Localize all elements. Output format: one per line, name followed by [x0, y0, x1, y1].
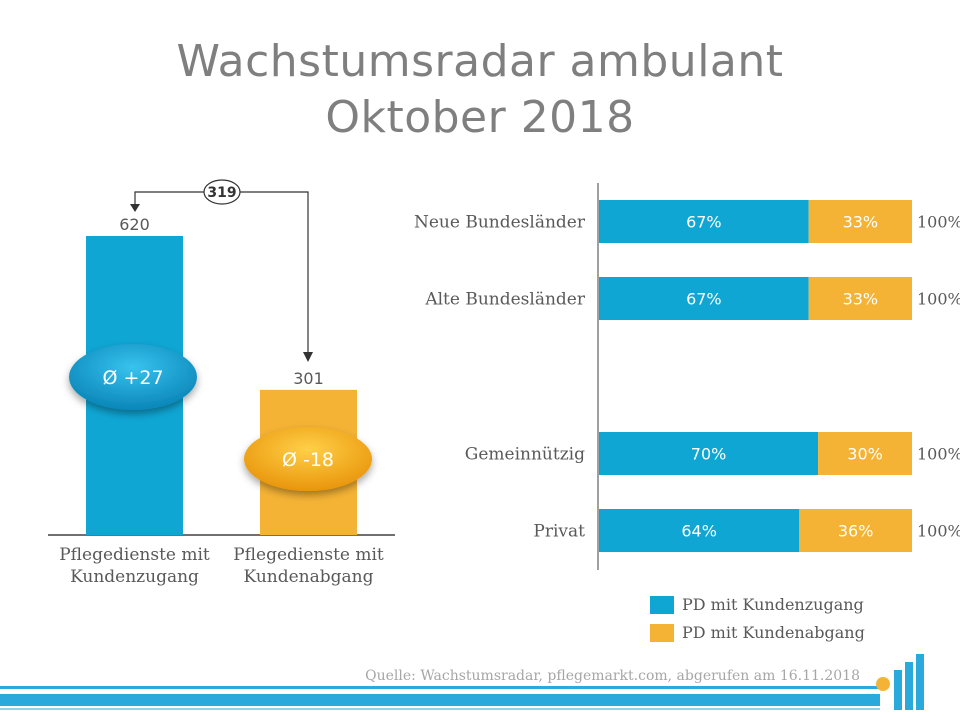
- footer-line-top: [0, 686, 880, 689]
- row-total-label: 100%: [917, 290, 960, 309]
- bar-value-label: 620: [119, 215, 150, 234]
- legend-label-zugang: PD mit Kundenzugang: [682, 595, 864, 614]
- arrowhead-right: [303, 352, 313, 362]
- chart-title-line1: Wachstumsradar ambulant: [176, 36, 784, 87]
- average-label-zugang: Ø +27: [102, 367, 163, 389]
- connector-line-left: [134, 191, 205, 206]
- logo-bar: [905, 662, 913, 710]
- row-total-label: 100%: [917, 213, 960, 232]
- bar-value-label: 301: [293, 369, 324, 388]
- source-note: Quelle: Wachstumsradar, pflegemarkt.com,…: [365, 668, 860, 684]
- segment-value-label: 67%: [686, 290, 722, 309]
- category-label: Pflegedienste mit: [233, 545, 384, 565]
- segment-value-label: 33%: [843, 290, 879, 309]
- difference-value: 319: [207, 185, 236, 201]
- legend-swatch-zugang: [650, 595, 674, 614]
- stacked-segment-abgang: [808, 200, 912, 243]
- row-category-label: Neue Bundesländer: [414, 213, 586, 233]
- average-label-abgang: Ø -18: [282, 449, 334, 471]
- logo-bar: [916, 654, 924, 710]
- segment-value-label: 36%: [838, 522, 874, 541]
- arrowhead-left: [130, 204, 140, 212]
- row-total-label: 100%: [917, 445, 960, 464]
- legend-label-abgang: PD mit Kundenabgang: [682, 623, 865, 642]
- logo-dot: [876, 677, 890, 691]
- footer-line-bottom: [0, 694, 880, 706]
- row-category-label: Alte Bundesländer: [424, 290, 586, 310]
- connector-line-right: [240, 191, 309, 354]
- legend-swatch-abgang: [650, 623, 674, 642]
- stacked-segment-abgang: [818, 432, 912, 475]
- stacked-segment-zugang: [599, 432, 819, 475]
- segment-value-label: 30%: [847, 445, 883, 464]
- logo-bar: [894, 670, 902, 710]
- average-bubble-abgang: [244, 427, 372, 491]
- legend-item-zugang: PD mit Kundenzugang: [650, 595, 864, 614]
- average-bubble-zugang: [69, 344, 197, 410]
- legend-item-abgang: PD mit Kundenabgang: [650, 623, 865, 642]
- row-total-label: 100%: [917, 522, 960, 541]
- segment-value-label: 64%: [681, 522, 717, 541]
- stacked-segment-zugang: [599, 509, 800, 552]
- category-label: Pflegedienste mit: [59, 545, 210, 565]
- category-label: Kundenabgang: [244, 567, 374, 587]
- segment-value-label: 33%: [843, 213, 879, 232]
- difference-badge: [203, 179, 241, 205]
- stacked-segment-abgang: [808, 277, 912, 320]
- segment-value-label: 70%: [691, 445, 727, 464]
- chart-title-line2: Oktober 2018: [325, 92, 635, 143]
- segment-value-label: 67%: [686, 213, 722, 232]
- footer-line-thin: [0, 708, 880, 710]
- row-category-label: Gemeinnützig: [465, 445, 585, 465]
- stacked-segment-zugang: [599, 200, 809, 243]
- row-category-label: Privat: [533, 522, 585, 542]
- stacked-segment-zugang: [599, 277, 809, 320]
- stacked-segment-abgang: [799, 509, 912, 552]
- category-label: Kundenzugang: [70, 567, 199, 587]
